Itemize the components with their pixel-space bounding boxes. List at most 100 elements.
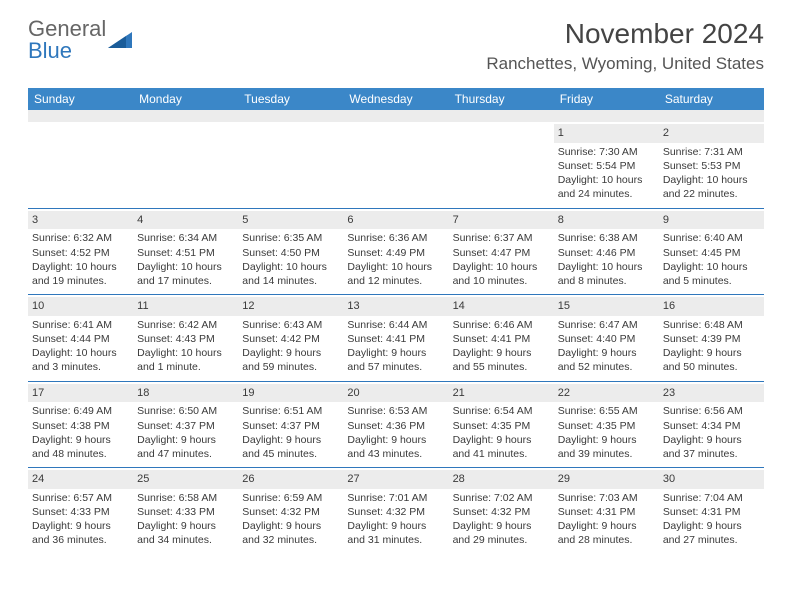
day-number: 20 <box>343 384 448 403</box>
daylight-text: Daylight: 9 hours and 27 minutes. <box>663 519 760 547</box>
sunrise-text: Sunrise: 6:43 AM <box>242 318 339 332</box>
day-number: 21 <box>449 384 554 403</box>
dow-friday: Friday <box>554 88 659 110</box>
week-row: 3Sunrise: 6:32 AMSunset: 4:52 PMDaylight… <box>28 208 764 295</box>
sunset-text: Sunset: 5:53 PM <box>663 159 760 173</box>
day-cell: 29Sunrise: 7:03 AMSunset: 4:31 PMDayligh… <box>554 468 659 554</box>
sunset-text: Sunset: 4:33 PM <box>32 505 129 519</box>
daylight-text: Daylight: 10 hours and 17 minutes. <box>137 260 234 288</box>
sunrise-text: Sunrise: 7:31 AM <box>663 145 760 159</box>
day-of-week-header: Sunday Monday Tuesday Wednesday Thursday… <box>28 88 764 110</box>
day-cell: 8Sunrise: 6:38 AMSunset: 4:46 PMDaylight… <box>554 209 659 295</box>
day-number: 18 <box>133 384 238 403</box>
daylight-text: Daylight: 10 hours and 24 minutes. <box>558 173 655 201</box>
sunset-text: Sunset: 4:41 PM <box>453 332 550 346</box>
sunrise-text: Sunrise: 6:44 AM <box>347 318 444 332</box>
sunset-text: Sunset: 4:35 PM <box>558 419 655 433</box>
sunset-text: Sunset: 4:39 PM <box>663 332 760 346</box>
day-cell: 11Sunrise: 6:42 AMSunset: 4:43 PMDayligh… <box>133 295 238 381</box>
sunset-text: Sunset: 4:43 PM <box>137 332 234 346</box>
logo: General Blue <box>28 18 134 62</box>
daylight-text: Daylight: 9 hours and 45 minutes. <box>242 433 339 461</box>
day-cell: 16Sunrise: 6:48 AMSunset: 4:39 PMDayligh… <box>659 295 764 381</box>
sunset-text: Sunset: 4:45 PM <box>663 246 760 260</box>
sunrise-text: Sunrise: 6:58 AM <box>137 491 234 505</box>
day-number: 3 <box>28 211 133 230</box>
day-cell: 25 Sunrise: 6:58 AMSunset: 4:33 PMDayligh… <box>133 468 238 554</box>
title-block: November 2024 Ranchettes, Wyoming, Unite… <box>486 18 764 74</box>
day-number: 24 <box>28 470 133 489</box>
day-number: 25 <box>133 470 238 489</box>
day-cell: 18Sunrise: 6:50 AMSunset: 4:37 PMDayligh… <box>133 382 238 468</box>
day-cell <box>449 122 554 208</box>
dow-sunday: Sunday <box>28 88 133 110</box>
day-number <box>133 124 238 128</box>
day-number: 17 <box>28 384 133 403</box>
daylight-text: Daylight: 10 hours and 5 minutes. <box>663 260 760 288</box>
day-number: 2 <box>659 124 764 143</box>
sunset-text: Sunset: 4:51 PM <box>137 246 234 260</box>
sunset-text: Sunset: 4:33 PM <box>137 505 234 519</box>
sunrise-text: Sunrise: 7:30 AM <box>558 145 655 159</box>
day-number: 26 <box>238 470 343 489</box>
dow-thursday: Thursday <box>449 88 554 110</box>
daylight-text: Daylight: 9 hours and 32 minutes. <box>242 519 339 547</box>
sunset-text: Sunset: 4:46 PM <box>558 246 655 260</box>
day-number: 10 <box>28 297 133 316</box>
daylight-text: Daylight: 10 hours and 19 minutes. <box>32 260 129 288</box>
sunrise-text: Sunrise: 6:34 AM <box>137 231 234 245</box>
day-number <box>238 124 343 128</box>
day-number: 13 <box>343 297 448 316</box>
day-number: 15 <box>554 297 659 316</box>
daylight-text: Daylight: 10 hours and 3 minutes. <box>32 346 129 374</box>
sunset-text: Sunset: 4:41 PM <box>347 332 444 346</box>
sunrise-text: Sunrise: 6:49 AM <box>32 404 129 418</box>
day-number: 1 <box>554 124 659 143</box>
day-cell: 12Sunrise: 6:43 AMSunset: 4:42 PMDayligh… <box>238 295 343 381</box>
day-number <box>28 124 133 128</box>
day-number <box>343 124 448 128</box>
day-number: 23 <box>659 384 764 403</box>
sunset-text: Sunset: 4:42 PM <box>242 332 339 346</box>
sunset-text: Sunset: 4:32 PM <box>347 505 444 519</box>
sunrise-text: Sunrise: 6:32 AM <box>32 231 129 245</box>
sunrise-text: Sunrise: 6:54 AM <box>453 404 550 418</box>
sunrise-text: Sunrise: 7:01 AM <box>347 491 444 505</box>
sunset-text: Sunset: 4:50 PM <box>242 246 339 260</box>
day-cell: 27Sunrise: 7:01 AMSunset: 4:32 PMDayligh… <box>343 468 448 554</box>
day-number: 5 <box>238 211 343 230</box>
sunset-text: Sunset: 4:47 PM <box>453 246 550 260</box>
day-number: 8 <box>554 211 659 230</box>
day-cell <box>28 122 133 208</box>
sunset-text: Sunset: 4:35 PM <box>453 419 550 433</box>
sunrise-text: Sunrise: 6:53 AM <box>347 404 444 418</box>
day-cell: 9Sunrise: 6:40 AMSunset: 4:45 PMDaylight… <box>659 209 764 295</box>
day-cell: 10Sunrise: 6:41 AMSunset: 4:44 PMDayligh… <box>28 295 133 381</box>
daylight-text: Daylight: 9 hours and 57 minutes. <box>347 346 444 374</box>
daylight-text: Daylight: 9 hours and 34 minutes. <box>137 519 234 547</box>
daylight-text: Daylight: 10 hours and 22 minutes. <box>663 173 760 201</box>
sunset-text: Sunset: 4:31 PM <box>663 505 760 519</box>
sunrise-text: Sunrise: 6:47 AM <box>558 318 655 332</box>
daylight-text: Daylight: 9 hours and 41 minutes. <box>453 433 550 461</box>
sunset-text: Sunset: 4:31 PM <box>558 505 655 519</box>
sunrise-text: Sunrise: 6:55 AM <box>558 404 655 418</box>
week-row: 17Sunrise: 6:49 AMSunset: 4:38 PMDayligh… <box>28 381 764 468</box>
day-cell: 2 Sunrise: 7:31 AMSunset: 5:53 PMDaylight… <box>659 122 764 208</box>
logo-text-2: Blue <box>28 38 72 63</box>
day-number: 30 <box>659 470 764 489</box>
sunrise-text: Sunrise: 6:41 AM <box>32 318 129 332</box>
daylight-text: Daylight: 9 hours and 29 minutes. <box>453 519 550 547</box>
daylight-text: Daylight: 9 hours and 55 minutes. <box>453 346 550 374</box>
day-cell <box>238 122 343 208</box>
day-number: 14 <box>449 297 554 316</box>
daylight-text: Daylight: 9 hours and 50 minutes. <box>663 346 760 374</box>
header: General Blue November 2024 Ranchettes, W… <box>0 0 792 74</box>
location-text: Ranchettes, Wyoming, United States <box>486 54 764 74</box>
month-title: November 2024 <box>486 18 764 50</box>
day-cell <box>343 122 448 208</box>
day-number: 9 <box>659 211 764 230</box>
dow-wednesday: Wednesday <box>343 88 448 110</box>
sunrise-text: Sunrise: 7:04 AM <box>663 491 760 505</box>
sunrise-text: Sunrise: 6:35 AM <box>242 231 339 245</box>
